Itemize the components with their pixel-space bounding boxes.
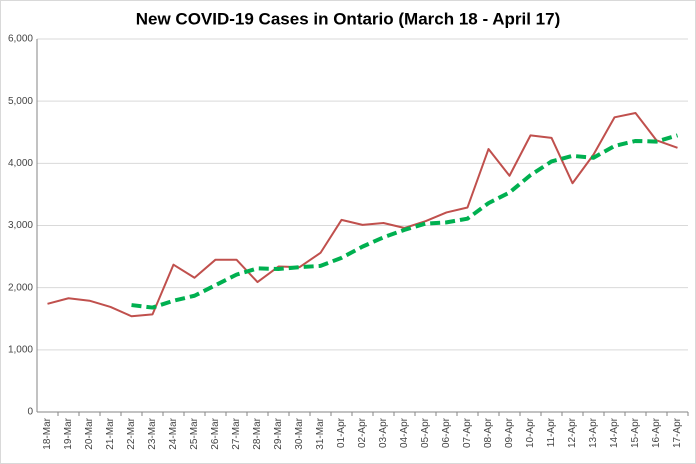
x-tick-label: 30-Mar — [294, 417, 305, 449]
x-tick-label: 31-Mar — [315, 417, 326, 449]
x-tick-label: 09-Apr — [504, 417, 515, 448]
y-tick-label: 4,000 — [8, 158, 33, 169]
x-tick-label: 05-Apr — [420, 417, 431, 448]
y-tick-label: 0 — [27, 407, 33, 418]
x-tick-label: 10-Apr — [525, 417, 536, 448]
x-tick-label: 22-Mar — [126, 417, 137, 449]
y-tick-label: 6,000 — [8, 34, 33, 45]
x-tick-label: 18-Mar — [42, 417, 53, 449]
x-tick-label: 08-Apr — [483, 417, 494, 448]
x-tick-label: 04-Apr — [399, 417, 410, 448]
x-tick-label: 13-Apr — [588, 417, 599, 448]
chart-title: New COVID-19 Cases in Ontario (March 18 … — [136, 9, 561, 28]
x-tick-label: 28-Mar — [252, 417, 263, 449]
x-tick-label: 23-Mar — [147, 417, 158, 449]
x-tick-label: 07-Apr — [462, 417, 473, 448]
line-series — [47, 111, 678, 318]
x-tick-label: 16-Apr — [651, 417, 662, 448]
x-tick-label: 01-Apr — [336, 417, 347, 448]
x-tick-label: 03-Apr — [378, 417, 389, 448]
x-tick-label: 06-Apr — [441, 417, 452, 448]
x-tick-label: 12-Apr — [567, 417, 578, 448]
x-tick-label: 24-Mar — [168, 417, 179, 449]
x-tick-label: 19-Mar — [63, 417, 74, 449]
line-series — [131, 133, 679, 310]
x-tick-label: 25-Mar — [189, 417, 200, 449]
x-tick-label: 11-Apr — [546, 417, 557, 447]
x-tick-label: 20-Mar — [84, 417, 95, 449]
y-tick-label: 5,000 — [8, 96, 33, 107]
y-tick-label: 3,000 — [8, 220, 33, 231]
x-tick-label: 02-Apr — [357, 417, 368, 448]
x-tick-label: 21-Mar — [105, 417, 116, 449]
x-tick-label: 14-Apr — [609, 417, 620, 448]
x-tick-label: 27-Mar — [231, 417, 242, 449]
x-tick-label: 29-Mar — [273, 417, 284, 449]
x-tick-label: 17-Apr — [672, 417, 683, 448]
x-tick-label: 26-Mar — [210, 417, 221, 449]
y-tick-label: 1,000 — [8, 344, 33, 355]
x-tick-label: 15-Apr — [630, 417, 641, 448]
y-tick-label: 2,000 — [8, 282, 33, 293]
